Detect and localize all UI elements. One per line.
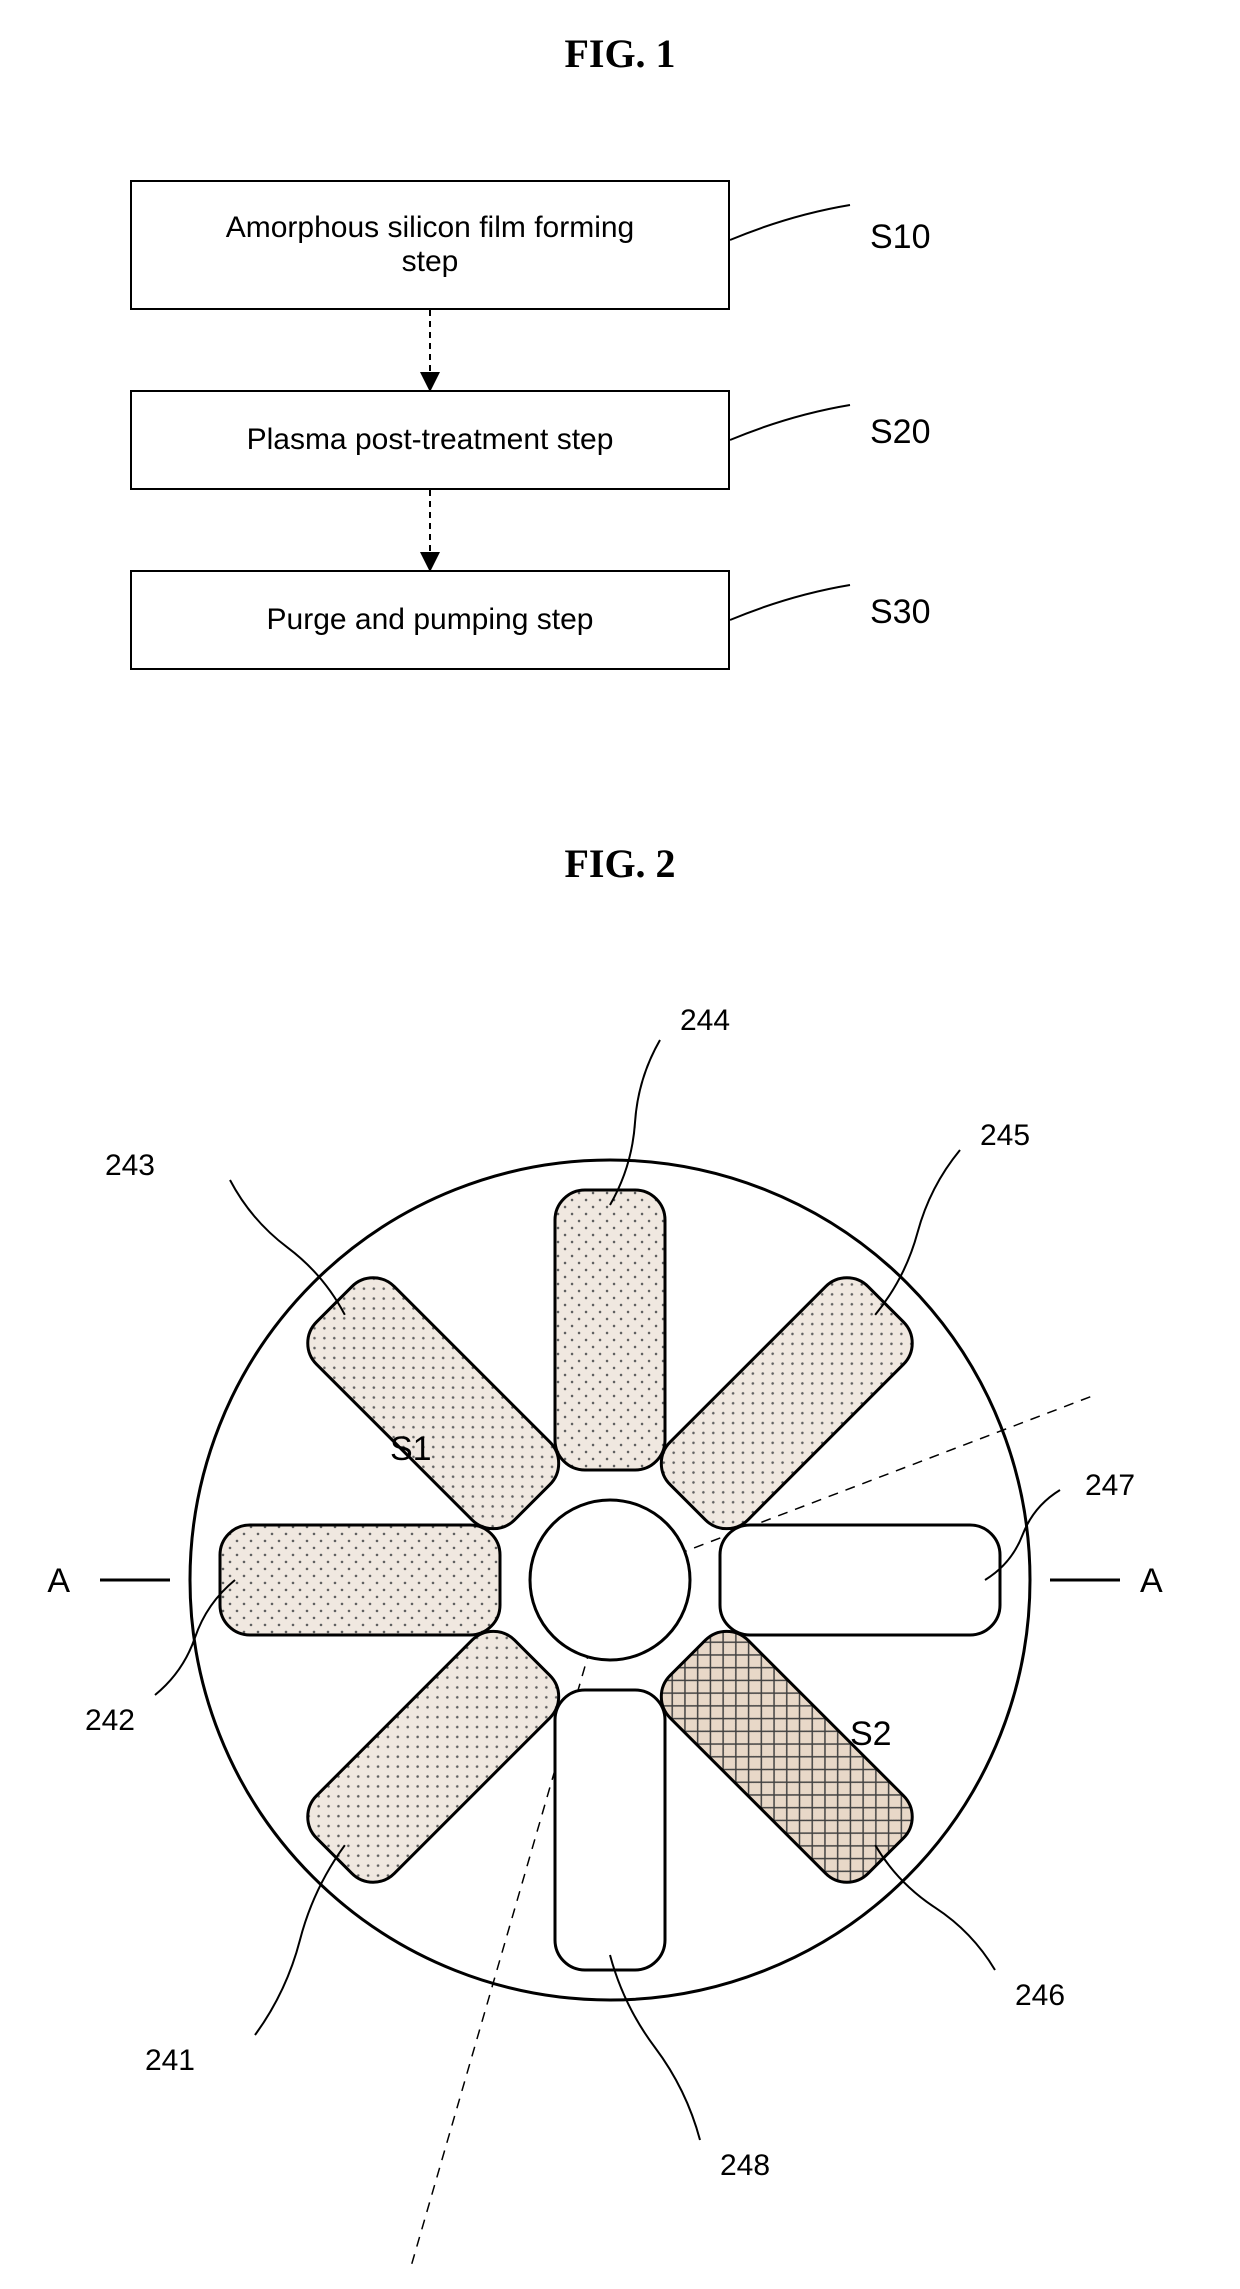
part-number-245: 245 xyxy=(980,1119,1030,1152)
flow-step-label-1: S20 xyxy=(870,413,931,452)
section-label-A: A xyxy=(1140,1562,1163,1600)
part-number-244: 244 xyxy=(680,1004,730,1037)
leader-241 xyxy=(255,1845,345,2035)
part-number-243: 243 xyxy=(105,1149,155,1182)
leader-243 xyxy=(230,1180,345,1315)
leader-244 xyxy=(610,1040,660,1205)
section-label-A: A xyxy=(47,1562,70,1600)
slot-243 xyxy=(295,1265,571,1541)
flow-step-label-2: S30 xyxy=(870,593,931,632)
flow-step-1: Plasma post-treatment step xyxy=(130,390,730,490)
part-number-242: 242 xyxy=(85,1704,135,1737)
part-number-247: 247 xyxy=(1085,1469,1135,1502)
flow-step-label-0: S10 xyxy=(870,218,931,257)
part-number-248: 248 xyxy=(720,2149,770,2182)
inner-circle xyxy=(530,1500,690,1660)
flow-step-text: Purge and pumping step xyxy=(267,603,594,637)
flow-step-text: Plasma post-treatment step xyxy=(247,423,614,457)
region-label: S1 xyxy=(390,1430,432,1468)
slot-246 xyxy=(649,1619,925,1895)
slot-245 xyxy=(649,1265,925,1541)
slot-247 xyxy=(720,1525,1000,1635)
flow-step-2: Purge and pumping step xyxy=(130,570,730,670)
part-number-241: 241 xyxy=(145,2044,195,2077)
part-number-246: 246 xyxy=(1015,1979,1065,2012)
leader-248 xyxy=(610,1955,700,2140)
fig2-title: FIG. 2 xyxy=(0,840,1240,887)
region-label: S2 xyxy=(850,1715,892,1753)
flow-step-0: Amorphous silicon film forming step xyxy=(130,180,730,310)
leader-245 xyxy=(875,1150,960,1315)
slot-248 xyxy=(555,1690,665,1970)
leader-246 xyxy=(875,1845,995,1970)
flow-step-text: Amorphous silicon film forming step xyxy=(226,211,634,279)
slot-242 xyxy=(220,1525,500,1635)
slot-241 xyxy=(295,1619,571,1895)
slot-244 xyxy=(555,1190,665,1470)
